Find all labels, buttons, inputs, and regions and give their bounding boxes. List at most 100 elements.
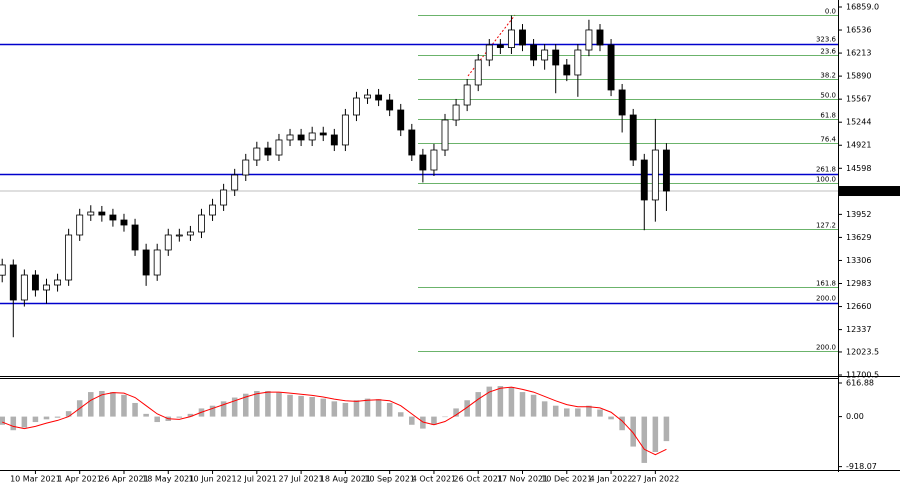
macd-bar — [220, 401, 227, 417]
candle-body — [54, 279, 62, 286]
y-tick-label: 12023.5 — [846, 347, 879, 356]
candle-body — [0, 264, 6, 276]
fibonacci-label: 23.6 — [820, 48, 836, 56]
candle-body — [175, 234, 183, 237]
candle-body — [530, 44, 538, 61]
macd-bar — [353, 400, 360, 417]
macd-bar — [176, 416, 183, 418]
candle-body — [98, 211, 106, 216]
macd-bar — [110, 392, 116, 417]
y-tick-label: 16536 — [846, 26, 871, 35]
candle-body — [452, 104, 460, 121]
candle-body — [364, 94, 371, 99]
candle-body — [662, 149, 670, 192]
candle-body — [507, 29, 515, 48]
macd-bar — [519, 392, 526, 417]
y-tick-label: 15244 — [846, 118, 871, 127]
fibonacci-label: 61.8 — [820, 112, 836, 120]
signal-line — [2, 386, 667, 456]
fibonacci-label: 161.8 — [816, 280, 836, 288]
macd-bar — [298, 395, 304, 417]
macd-bar — [265, 390, 271, 417]
candle-body — [430, 149, 438, 171]
macd-bar — [43, 416, 50, 420]
macd-bar — [154, 416, 160, 423]
candle-body — [120, 219, 128, 226]
macd-bar — [575, 408, 581, 417]
candle-body — [353, 97, 360, 116]
macd-bar — [364, 398, 371, 417]
macd-bar — [132, 402, 138, 417]
x-tick-label: 10 Sep 2021 — [364, 475, 415, 484]
macd-bar — [276, 392, 282, 417]
candle-body — [275, 139, 283, 156]
y-tick-label: 16213 — [846, 49, 871, 58]
candle-body — [386, 99, 394, 111]
x-tick-label: 18 Aug 2021 — [320, 475, 371, 484]
macd-bar — [309, 396, 315, 417]
candle-body — [419, 154, 427, 171]
y-tick-label: 0.00 — [846, 412, 864, 421]
macd-bar — [541, 401, 548, 417]
macd-bar — [431, 416, 437, 425]
candle-body — [9, 264, 17, 301]
macd-bar — [652, 416, 659, 453]
candle-body — [220, 189, 228, 206]
x-tick-label: 2 Jul 2021 — [237, 475, 277, 484]
y-tick-label: 13629 — [846, 233, 871, 242]
x-tick-label: 26 Oct 2021 — [453, 475, 502, 484]
macd-bar — [597, 409, 603, 417]
candle-body — [496, 44, 504, 48]
macd-bar — [486, 386, 493, 417]
macd-bar — [254, 390, 260, 417]
x-tick-label: 26 Apr 2021 — [99, 475, 148, 484]
candle-body — [408, 129, 416, 156]
macd-bar — [420, 416, 426, 429]
candle-body — [43, 284, 50, 291]
macd-bar — [641, 416, 648, 463]
candle-body — [87, 211, 95, 216]
last-price-box — [839, 186, 900, 197]
macd-bar — [0, 416, 5, 425]
candle-body — [607, 44, 615, 91]
candle-body — [375, 94, 383, 101]
fibonacci-label: 38.2 — [820, 72, 836, 80]
macd-bar — [564, 408, 570, 417]
x-tick-label: 4 Jan 2022 — [590, 475, 633, 484]
x-tick-label: 10 Dec 2021 — [541, 475, 592, 484]
x-tick-label: 27 Jul 2021 — [278, 475, 323, 484]
candle-body — [242, 159, 250, 176]
candle-body — [574, 49, 582, 76]
x-tick-label: 17 Nov 2021 — [497, 475, 548, 484]
macd-bar — [409, 416, 415, 425]
candle-body — [198, 214, 205, 233]
candle-body — [31, 274, 39, 291]
x-tick-label: 1 Apr 2021 — [58, 475, 102, 484]
y-tick-label: 12660 — [846, 302, 871, 311]
macd-bar — [397, 412, 404, 417]
macd-bar — [619, 416, 625, 431]
macd-bar — [10, 416, 17, 431]
candle-body — [397, 109, 405, 131]
candle-body — [253, 147, 261, 161]
macd-bar — [65, 411, 72, 417]
x-tick-label: 10 Mar 2021 — [10, 475, 61, 484]
candle-body — [319, 132, 327, 136]
candle-body — [231, 174, 239, 191]
candle-body — [209, 204, 216, 216]
macd-bar — [242, 393, 249, 417]
macd-bar — [442, 416, 448, 418]
macd-bar — [475, 392, 481, 417]
candle-body — [308, 132, 316, 141]
macd-bar — [608, 416, 614, 420]
macd-bar — [121, 394, 127, 417]
macd-bar — [231, 397, 238, 417]
fibonacci-label: 200.0 — [816, 344, 836, 352]
y-tick-label: 14921 — [846, 141, 871, 150]
macd-bar — [386, 402, 393, 417]
level-label: 261.8 — [816, 166, 836, 174]
candle-body — [330, 134, 338, 146]
macd-bar — [663, 416, 670, 442]
macd-bar — [552, 405, 559, 417]
